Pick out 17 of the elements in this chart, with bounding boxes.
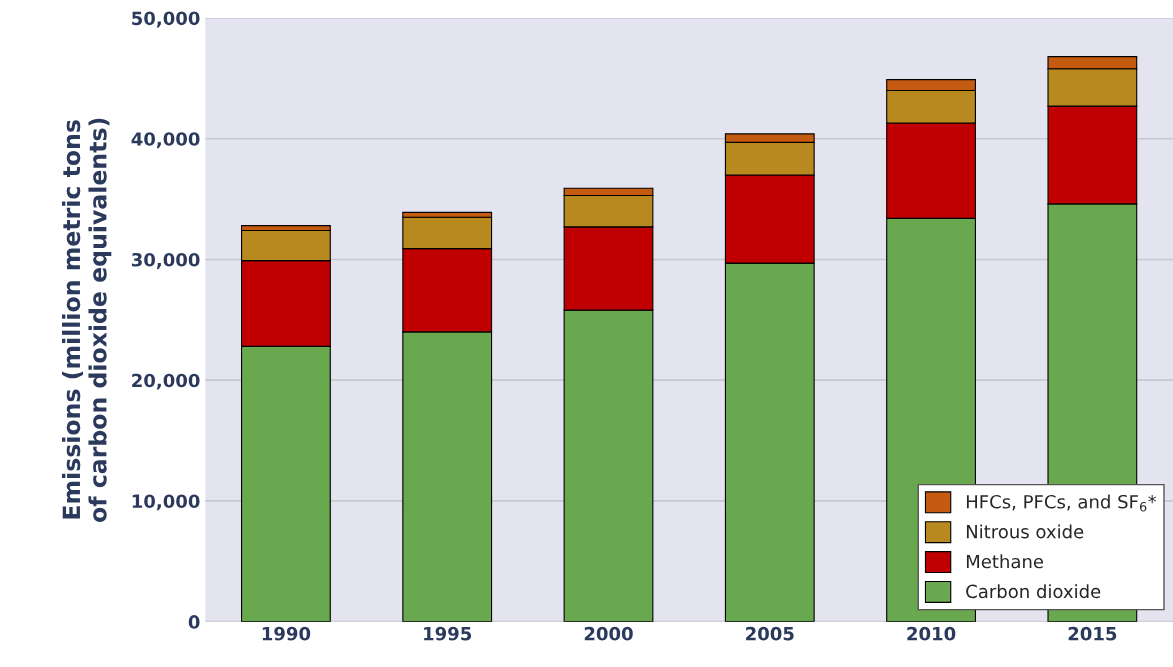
legend-label: HFCs, PFCs, and SF$_{6}$*: [966, 494, 1157, 512]
y-tick-label: 10,000: [132, 494, 200, 511]
y-axis-title: Emissions (million metric tons of carbon dioxide equivalents): [62, 118, 112, 522]
y-tick-label: 0: [188, 615, 200, 629]
x-tick-label: 2005: [746, 626, 794, 641]
y-tick-label: 50,000: [132, 11, 200, 28]
x-tick-label: 2010: [907, 626, 956, 641]
legend-label: Nitrous oxide: [966, 524, 1084, 539]
x-tick-label: 2015: [1068, 626, 1117, 641]
y-tick-label: 40,000: [131, 132, 200, 149]
x-tick-label: 1995: [424, 626, 472, 641]
x-tick-label: 2000: [584, 626, 633, 641]
y-tick-label: 20,000: [132, 373, 200, 390]
x-tick-label: 1990: [262, 626, 311, 641]
y-tick-label: 30,000: [131, 252, 200, 269]
legend-label: Methane: [966, 554, 1044, 569]
legend-label: Carbon dioxide: [966, 584, 1101, 599]
